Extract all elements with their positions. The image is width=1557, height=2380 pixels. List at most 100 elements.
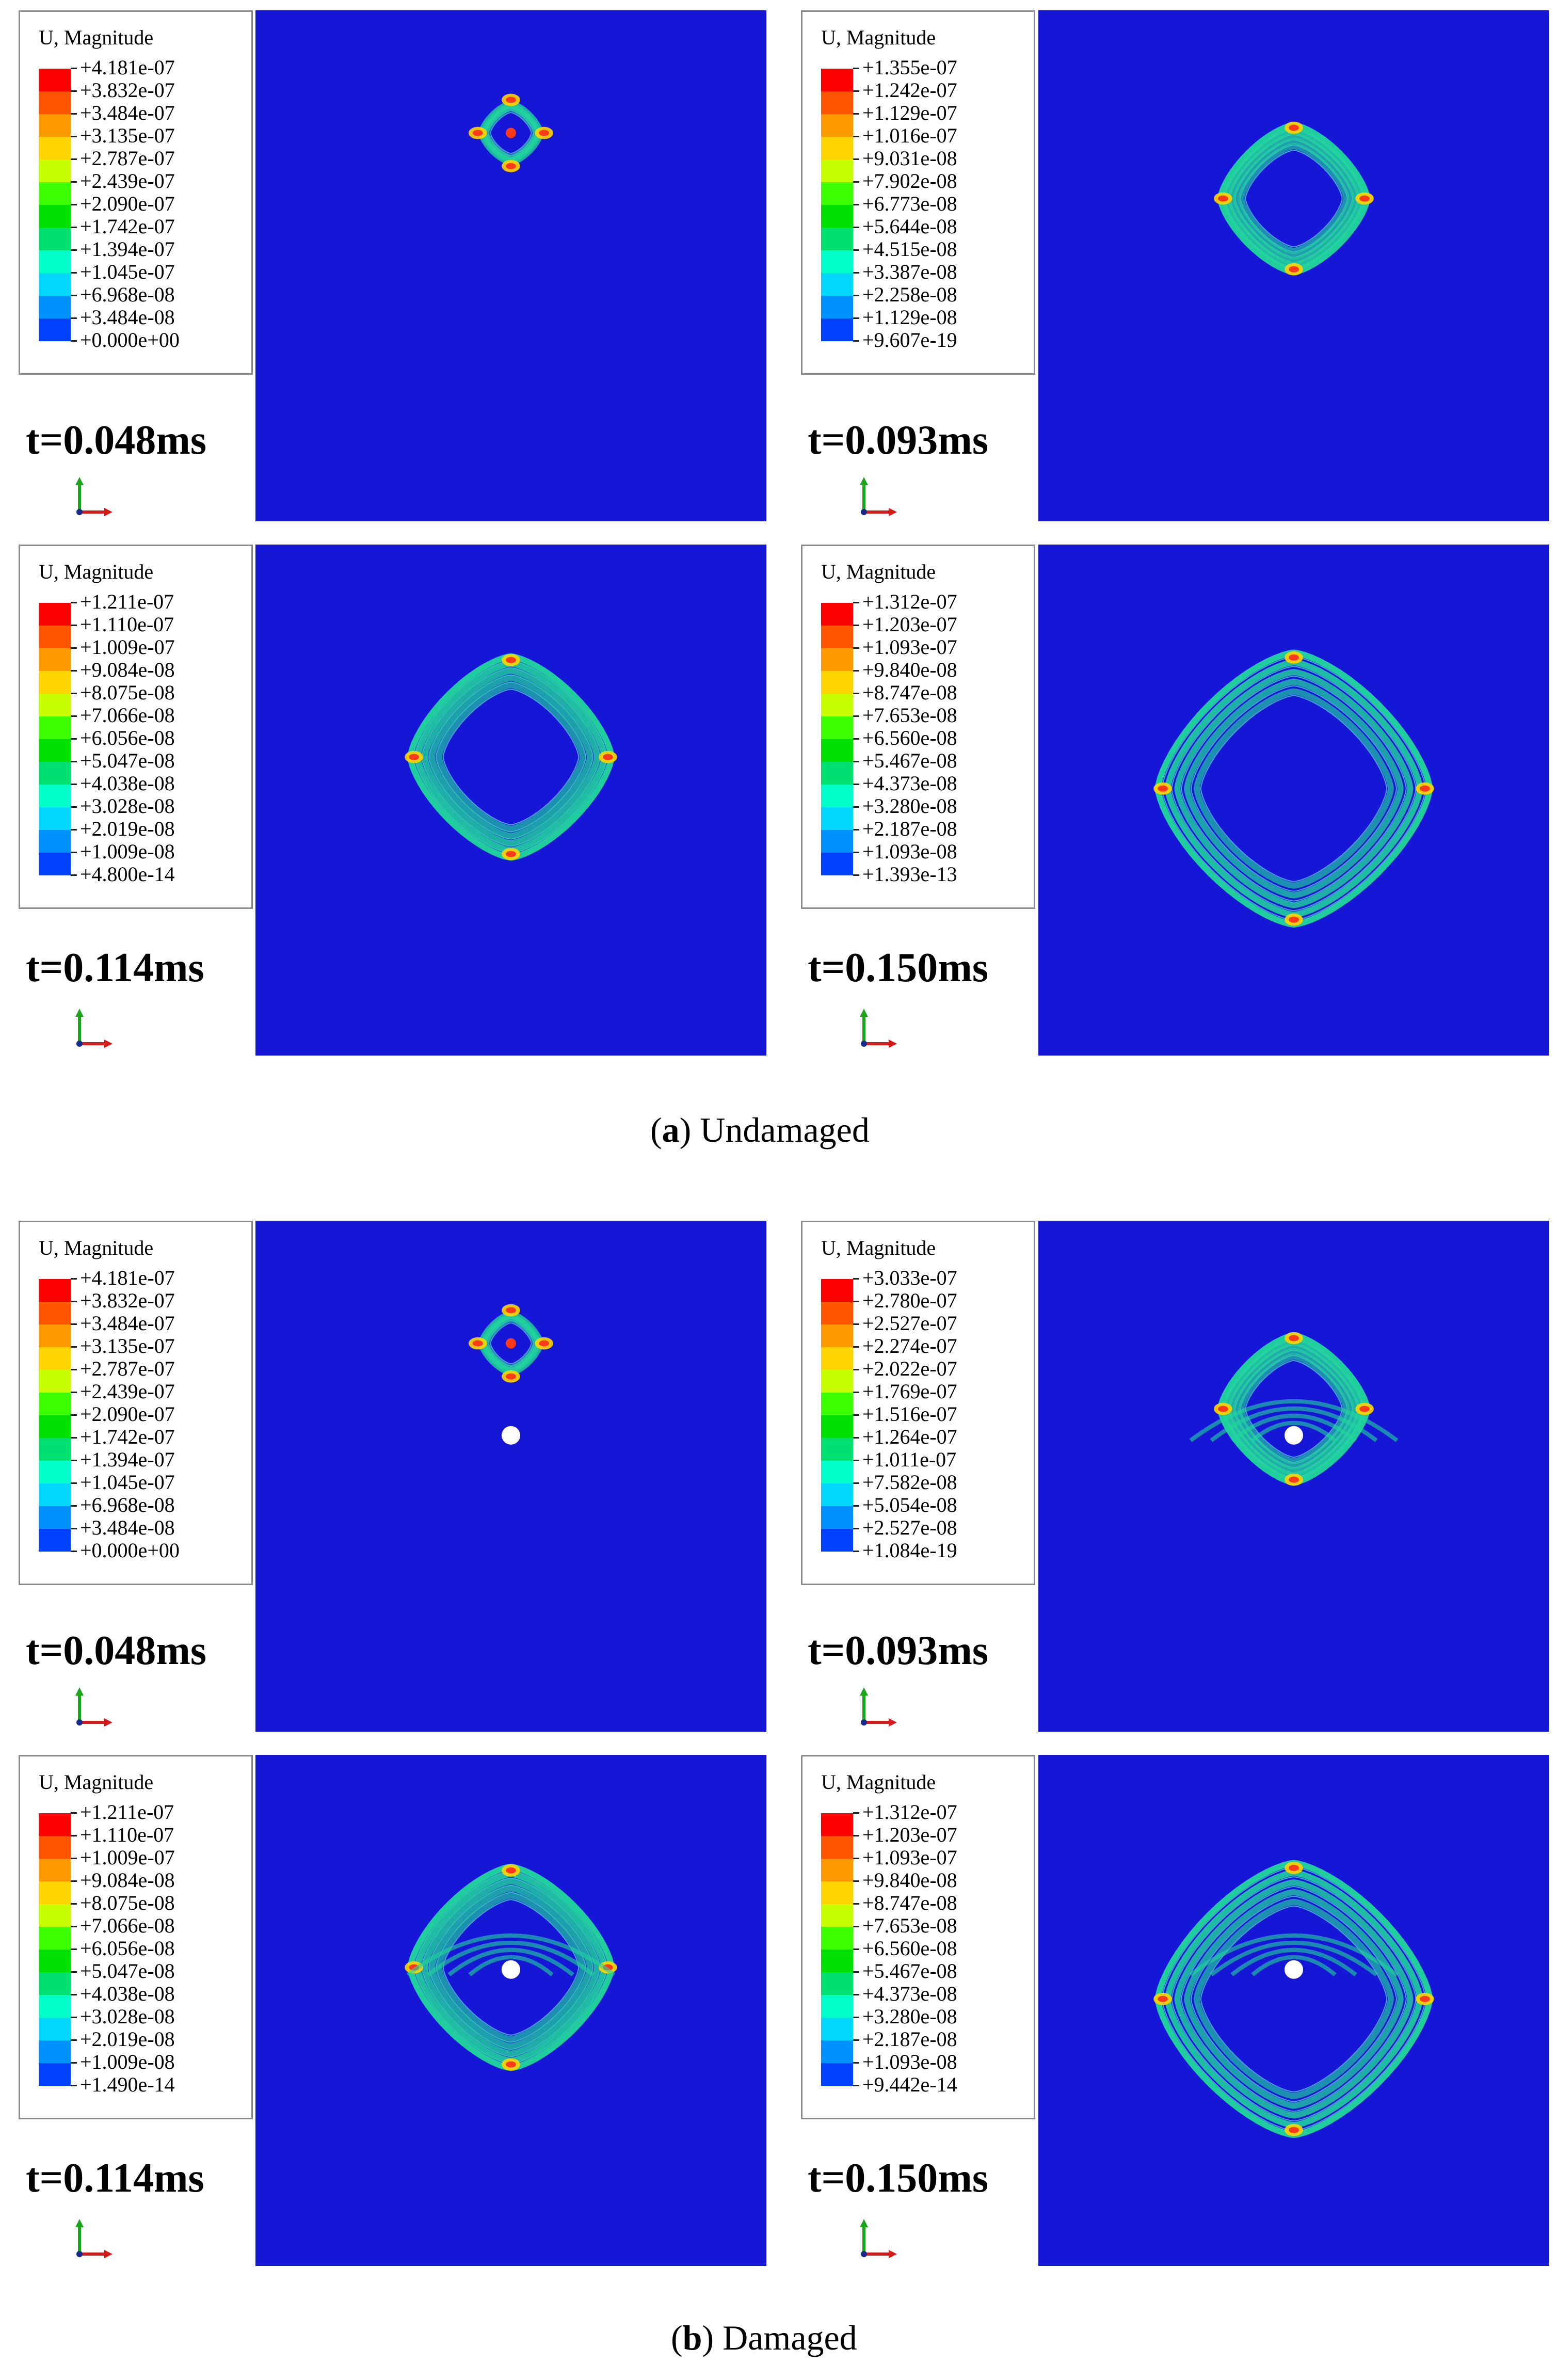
time-label: t=0.093ms xyxy=(808,418,988,463)
legend-entry: +1.769e-07 xyxy=(821,1380,1038,1415)
wave-front-ring-edge xyxy=(1161,1866,1426,2132)
legend-tick xyxy=(71,1414,77,1416)
legend-entry: +1.264e-07 xyxy=(821,1426,1038,1461)
legend-value: +7.582e-08 xyxy=(862,1471,957,1494)
legend-tick xyxy=(71,761,77,762)
legend-tick xyxy=(71,602,77,603)
legend-value: +1.009e-07 xyxy=(80,635,175,659)
legend-title: U, Magnitude xyxy=(821,1770,936,1794)
legend-swatch xyxy=(39,626,71,648)
wave-peak-core xyxy=(1359,195,1370,202)
legend-entry: +9.840e-08 xyxy=(821,1869,1038,1904)
wave-peak-core xyxy=(1158,785,1168,792)
y-axis-arrowhead xyxy=(860,1009,868,1017)
wave-field-svg xyxy=(469,93,553,172)
legend-title: U, Magnitude xyxy=(821,1236,936,1259)
legend-tick xyxy=(853,2062,859,2064)
legend-entry: +7.066e-08 xyxy=(39,1914,255,1950)
scattered-wave xyxy=(1251,1420,1337,1442)
legend-value: +4.038e-08 xyxy=(80,1982,175,2005)
legend-tick xyxy=(853,738,859,740)
legend-swatch xyxy=(39,250,71,273)
wave-front-ring-edge xyxy=(1181,1886,1407,2112)
wave-peak-core xyxy=(1158,1995,1168,2002)
legend-swatch xyxy=(39,91,71,114)
legend-swatch xyxy=(39,1393,71,1415)
wave-peak-core xyxy=(1420,1995,1430,2002)
x-axis-arrowhead xyxy=(104,2250,113,2258)
legend-value: +2.019e-08 xyxy=(80,817,175,840)
legend-value: +1.009e-08 xyxy=(80,840,175,863)
legend-swatch xyxy=(821,1950,853,1972)
legend-title: U, Magnitude xyxy=(39,1770,154,1794)
wave-peak-core xyxy=(539,1340,550,1347)
wave-peak-core xyxy=(1289,124,1299,131)
legend-tick xyxy=(71,340,77,342)
legend-swatch xyxy=(39,69,71,91)
legend-value: +7.902e-08 xyxy=(862,169,957,193)
legend-entry: +1.045e-07 xyxy=(39,1471,255,1506)
x-axis-arrowhead xyxy=(889,1718,897,1727)
legend-tick xyxy=(71,1880,77,1882)
contour-plot xyxy=(255,10,766,521)
wave-peak-core xyxy=(506,657,516,663)
legend-entry: +1.393e-13 xyxy=(821,863,1038,898)
legend-swatch xyxy=(821,671,853,694)
legend-tick xyxy=(853,1528,859,1529)
legend-tick xyxy=(853,295,859,296)
legend-entry: +2.090e-07 xyxy=(39,193,255,228)
scattered-wave xyxy=(1210,1406,1378,1442)
legend-swatch xyxy=(39,853,71,875)
legend-value: +1.009e-08 xyxy=(80,2050,175,2073)
wave-front-ring-edge xyxy=(1190,1895,1398,2102)
legend-value: +1.016e-07 xyxy=(862,124,957,147)
legend-tick xyxy=(71,317,77,319)
legend-tick xyxy=(71,1482,77,1484)
legend-swatch xyxy=(821,137,853,159)
legend-entry: +2.780e-07 xyxy=(821,1289,1038,1324)
wave-front-ring xyxy=(428,675,593,839)
legend-entry: +4.038e-08 xyxy=(39,1983,255,2018)
legend-entry: +4.038e-08 xyxy=(39,772,255,807)
legend-value: +1.211e-07 xyxy=(80,590,174,613)
legend-swatch xyxy=(39,671,71,694)
triad-origin xyxy=(76,2251,83,2257)
legend-entry: +1.084e-19 xyxy=(821,1539,1038,1574)
legend-swatch xyxy=(821,273,853,296)
wave-front-ring xyxy=(428,1885,593,2050)
legend-value: +1.242e-07 xyxy=(862,78,957,102)
legend-tick xyxy=(853,1369,859,1370)
legend-entry: +1.129e-08 xyxy=(821,306,1038,341)
legend-value: +2.527e-08 xyxy=(862,1516,957,1539)
xy-axis-triad-icon xyxy=(860,477,897,516)
legend-tick xyxy=(71,113,77,115)
legend-entry: +1.490e-14 xyxy=(39,2073,255,2109)
xy-axis-triad-icon xyxy=(860,1009,897,1048)
legend-value: +1.084e-19 xyxy=(862,1539,957,1562)
legend-tick xyxy=(853,158,859,160)
legend-swatch xyxy=(821,1529,853,1552)
legend-entry: +5.047e-08 xyxy=(39,749,255,785)
legend-swatch xyxy=(821,318,853,341)
legend-tick xyxy=(71,1346,77,1348)
legend-swatch xyxy=(821,716,853,739)
legend-value: +7.066e-08 xyxy=(80,704,175,727)
legend-swatch xyxy=(39,785,71,807)
legend-value: +1.211e-07 xyxy=(80,1800,174,1824)
wave-front-ring-edge xyxy=(1200,695,1388,882)
legend-value: +2.787e-07 xyxy=(80,147,175,170)
legend-tick xyxy=(71,874,77,876)
legend-swatch xyxy=(821,205,853,228)
legend-tick xyxy=(71,1301,77,1302)
color-legend: U, Magnitude +1.312e-07 +1.203e-07 +1.093e-… xyxy=(801,545,1035,909)
legend-value: +3.387e-08 xyxy=(862,260,957,283)
legend-title: U, Magnitude xyxy=(821,560,936,583)
color-legend: U, Magnitude +1.312e-07 +1.203e-07 +1.093e-… xyxy=(801,1755,1035,2119)
legend-entry: +3.135e-07 xyxy=(39,124,255,159)
legend-entry: +7.582e-08 xyxy=(821,1471,1038,1506)
color-legend: U, Magnitude +1.211e-07 +1.110e-07 +1.009e-… xyxy=(19,1755,253,2119)
legend-swatch xyxy=(39,1370,71,1393)
wave-field-svg xyxy=(1189,1332,1399,1486)
time-label: t=0.114ms xyxy=(26,2155,204,2201)
wave-front-ring xyxy=(1193,1898,1394,2099)
